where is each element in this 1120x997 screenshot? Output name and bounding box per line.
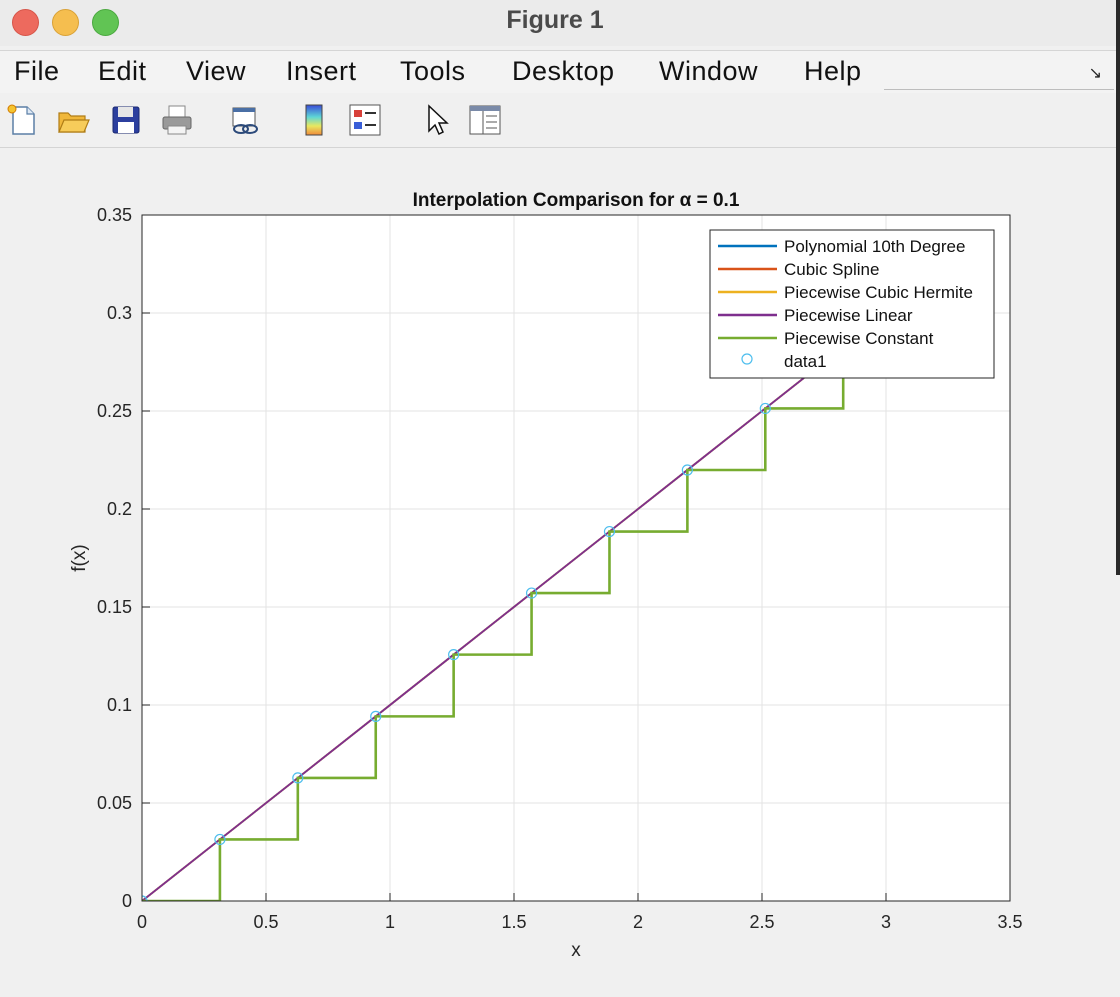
maximize-window-button[interactable] <box>92 9 119 36</box>
legend-label: Piecewise Constant <box>784 329 934 348</box>
x-tick-label: 0.5 <box>253 912 278 932</box>
y-tick-label: 0.1 <box>107 695 132 715</box>
window-title: Figure 1 <box>506 6 604 34</box>
title-bar: Figure 1 <box>0 0 1120 46</box>
legend-box <box>709 229 995 379</box>
menu-desktop[interactable]: Desktop <box>512 56 615 86</box>
y-tick-label: 0.25 <box>97 401 132 421</box>
series-step-piecewise-constant <box>142 285 923 901</box>
colorbar-icon[interactable] <box>298 103 332 137</box>
x-tick-label: 1.5 <box>501 912 526 932</box>
data-point-marker <box>448 649 460 661</box>
x-tick-label: 1 <box>385 912 395 932</box>
y-tick-label: 0.2 <box>107 499 132 519</box>
menu-tools[interactable]: Tools <box>400 56 466 86</box>
property-inspector-icon[interactable] <box>468 103 502 137</box>
close-window-button[interactable] <box>12 9 39 36</box>
y-tick-label: 0.3 <box>107 303 132 323</box>
series-layer <box>142 279 927 901</box>
menu-help[interactable]: Help <box>804 56 862 86</box>
ticks: 0 0.5 1 1.5 2 2.5 3 3.5 0 0.05 0.1 0.15 0.2 0.25 0.3 0.… <box>97 205 1023 932</box>
legend-label: Polynomial 10th Degree <box>784 237 965 256</box>
menu-bar: File Edit View Insert Tools Desktop Wind… <box>0 50 1116 94</box>
new-figure-icon[interactable] <box>6 103 40 137</box>
minimize-window-button[interactable] <box>52 9 79 36</box>
legend-label: Piecewise Linear <box>784 306 913 325</box>
data-point-marker <box>370 710 382 722</box>
window-edge <box>1116 0 1120 575</box>
data-point-marker <box>292 772 304 784</box>
chart-title: Interpolation Comparison for α = 0.1 <box>413 190 740 211</box>
menu-divider <box>884 89 1114 90</box>
y-tick-label: 0.15 <box>97 597 132 617</box>
interpolation-chart: 0 0.5 1 1.5 2 2.5 3 3.5 0 0.05 0.1 0.15 0.2 0.25 0.3 0.… <box>69 190 1023 961</box>
toolbar <box>0 93 1116 148</box>
save-disk-icon[interactable] <box>109 103 143 137</box>
data-point-marker <box>681 464 693 476</box>
legend-marker <box>741 353 753 365</box>
menu-view[interactable]: View <box>186 56 247 86</box>
dock-arrow-icon[interactable]: ↘ <box>1088 65 1102 82</box>
menu-window[interactable]: Window <box>659 56 759 86</box>
legend-icon[interactable] <box>348 103 382 137</box>
data-point-marker <box>603 525 616 538</box>
legend[interactable]: Polynomial 10th Degree Cubic Spline Piecew… <box>709 229 995 379</box>
legend-label: data1 <box>784 352 827 371</box>
x-tick-label: 0 <box>137 912 147 932</box>
y-tick-label: 0 <box>122 891 132 911</box>
open-folder-icon[interactable] <box>56 103 90 137</box>
menu-file[interactable]: File <box>14 56 60 86</box>
x-tick-label: 2.5 <box>749 912 774 932</box>
x-axis-label: x <box>571 940 581 961</box>
x-tick-label: 3.5 <box>997 912 1022 932</box>
axes-box <box>141 214 1011 902</box>
data-point-marker <box>525 587 538 599</box>
legend-label: Cubic Spline <box>784 260 879 279</box>
data-point-marker <box>214 833 226 846</box>
data-point-marker <box>759 402 771 415</box>
y-axis-label: f(x) <box>69 544 90 571</box>
link-plot-icon[interactable] <box>228 103 262 137</box>
figure-canvas: 0 0.5 1 1.5 2 2.5 3 3.5 0 0.05 0.1 0.15 0.2 0.25 0.3 0.… <box>0 148 1116 992</box>
menu-edit[interactable]: Edit <box>98 56 147 86</box>
legend-label: Piecewise Cubic Hermite <box>784 283 973 302</box>
menu-insert[interactable]: Insert <box>286 56 357 86</box>
y-tick-label: 0.35 <box>97 205 132 225</box>
print-icon[interactable] <box>160 103 194 137</box>
x-tick-label: 3 <box>881 912 891 932</box>
x-tick-label: 2 <box>633 912 643 932</box>
pointer-icon[interactable] <box>420 103 454 137</box>
y-tick-label: 0.05 <box>97 793 132 813</box>
